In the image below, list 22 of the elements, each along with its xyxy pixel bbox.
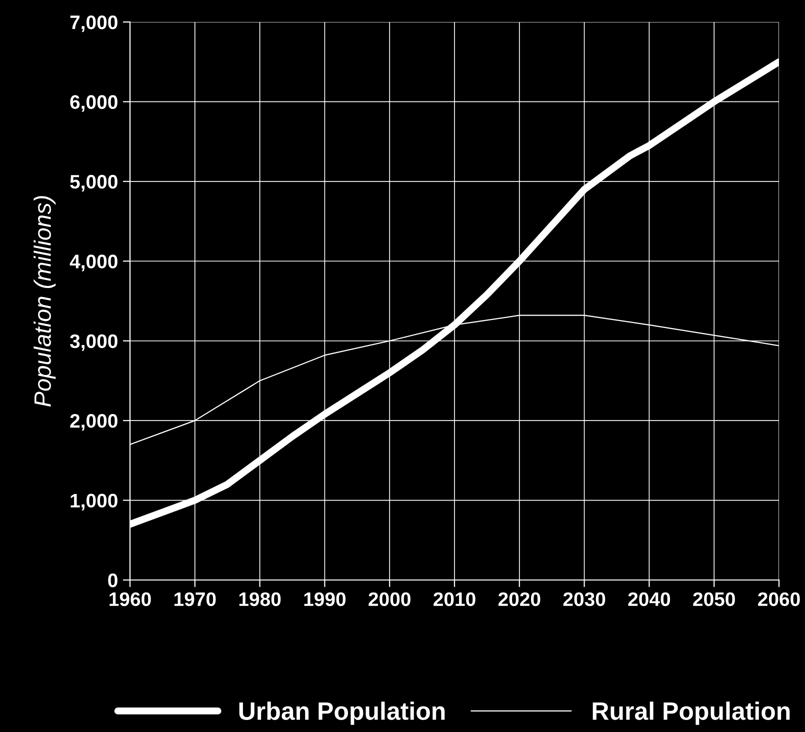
x-tick-label: 2010: [434, 592, 476, 606]
y-tick-label: 1,000: [70, 494, 118, 510]
x-tick-label: 2060: [758, 592, 800, 606]
y-tick-label: 7,000: [70, 15, 118, 32]
y-tick-label: 0: [108, 573, 118, 588]
x-tick-label: 1980: [239, 592, 281, 606]
y-tick-label: 2,000: [70, 414, 118, 431]
x-tick-label: 1990: [304, 592, 346, 606]
x-tick-label: 1960: [110, 592, 151, 606]
y-tick-label: 5,000: [70, 174, 118, 192]
x-tick-label: 2000: [368, 592, 410, 606]
y-axis-title: Population (millions): [34, 196, 56, 407]
y-tick-label: 6,000: [70, 95, 118, 112]
y-tick-label: 4,000: [70, 254, 118, 272]
x-tick-label: 2030: [563, 592, 606, 606]
legend-label: Urban Population: [239, 702, 445, 725]
x-tick-label: 2020: [498, 592, 540, 606]
x-tick-label: 2050: [693, 592, 735, 606]
y-tick-label: 3,000: [70, 334, 118, 351]
x-tick-label: 2040: [628, 592, 670, 606]
legend-label: Rural Population: [592, 702, 790, 725]
x-tick-label: 1970: [174, 592, 216, 606]
